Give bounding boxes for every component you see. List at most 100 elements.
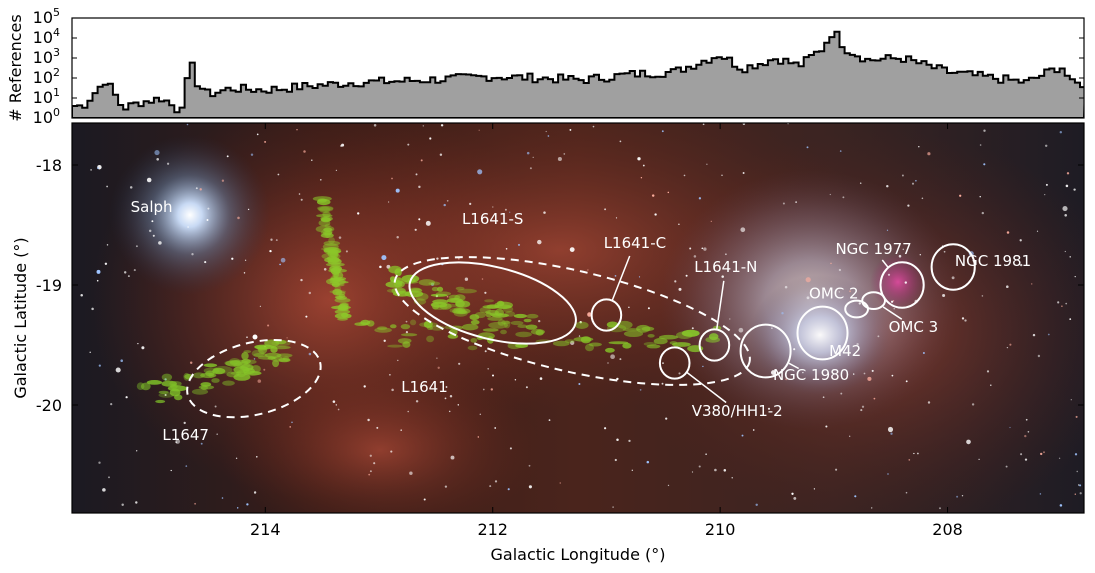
filament-blob — [264, 339, 280, 347]
filament-blob — [479, 307, 491, 314]
filament-blob — [140, 382, 151, 391]
star — [570, 340, 575, 346]
filament-blob — [354, 322, 369, 326]
star — [214, 405, 217, 408]
star — [784, 285, 788, 289]
star — [943, 250, 946, 253]
image-xtick-label: 208 — [932, 520, 963, 539]
star — [1040, 452, 1043, 456]
region-outline — [393, 256, 751, 386]
star — [300, 278, 303, 282]
histogram-area — [72, 30, 1084, 118]
star — [610, 354, 615, 360]
star — [951, 276, 955, 280]
star — [253, 358, 256, 360]
star — [156, 158, 159, 161]
star — [90, 169, 92, 171]
filament-blob — [484, 299, 495, 303]
star — [430, 282, 435, 286]
star — [1059, 131, 1063, 134]
star — [494, 427, 497, 429]
filament-blob — [470, 319, 480, 325]
filament-blob — [377, 326, 388, 330]
star — [141, 346, 145, 350]
star — [400, 429, 402, 431]
star — [871, 369, 874, 372]
star — [204, 261, 207, 264]
histogram-ytick-label: 104 — [33, 26, 60, 47]
star — [120, 359, 123, 362]
star — [892, 300, 895, 302]
filament-blob — [146, 380, 163, 385]
star — [741, 434, 744, 437]
star — [186, 123, 189, 126]
star — [887, 273, 891, 276]
star — [939, 507, 941, 510]
star — [1058, 457, 1061, 459]
filament-blob — [320, 217, 331, 223]
star — [252, 334, 258, 340]
star — [357, 212, 360, 215]
star — [887, 426, 894, 433]
star — [489, 485, 492, 488]
star — [418, 185, 421, 189]
star — [106, 185, 108, 188]
annotation-l1641: L1641 — [393, 256, 751, 396]
filament-blob — [623, 330, 644, 337]
star — [755, 503, 758, 507]
star — [1069, 318, 1072, 320]
star — [286, 337, 288, 339]
star — [216, 433, 218, 436]
region-outline — [930, 243, 976, 291]
image-ylabel: Galactic Latitude (°) — [11, 237, 30, 398]
filament-blob — [226, 371, 240, 378]
star — [367, 418, 370, 422]
star — [369, 470, 372, 473]
star — [539, 377, 543, 380]
star — [905, 491, 908, 494]
star — [835, 468, 838, 471]
filament-blob — [334, 285, 341, 293]
filament-blob — [191, 388, 209, 395]
star — [532, 156, 534, 158]
star — [1079, 484, 1082, 487]
star — [289, 426, 291, 428]
filament-blob — [455, 286, 465, 291]
star — [479, 413, 481, 415]
filament-blob — [636, 324, 651, 333]
filament-blob — [320, 233, 334, 238]
filament-blob — [646, 344, 661, 349]
star — [964, 319, 967, 322]
star — [391, 388, 394, 392]
star — [418, 218, 421, 221]
star — [437, 366, 440, 369]
star — [529, 167, 532, 170]
star — [661, 130, 664, 133]
filament-blob — [535, 329, 544, 336]
star — [444, 397, 447, 400]
star — [423, 498, 426, 501]
star — [1070, 399, 1072, 401]
filament-blob — [669, 341, 678, 345]
annotation-layer: Salph L1641-S L1641-C L1641-N V380/HH1-2 NGC … — [131, 198, 1031, 444]
filament-blob — [374, 327, 392, 333]
filament-blob — [503, 320, 511, 329]
histogram-series — [72, 30, 1084, 118]
region-outline — [796, 305, 849, 361]
star — [164, 393, 167, 397]
filament-blob — [213, 366, 233, 374]
star — [477, 436, 480, 438]
filament-blob — [410, 288, 423, 293]
annotation-label: L1647 — [162, 426, 209, 444]
star — [1066, 172, 1070, 175]
star — [651, 194, 655, 197]
star — [674, 280, 677, 283]
filament-blob — [366, 320, 375, 327]
star — [822, 396, 825, 399]
filament-blob — [253, 352, 268, 357]
star — [701, 247, 704, 250]
star — [678, 287, 682, 291]
star — [839, 150, 842, 152]
star — [422, 125, 424, 127]
